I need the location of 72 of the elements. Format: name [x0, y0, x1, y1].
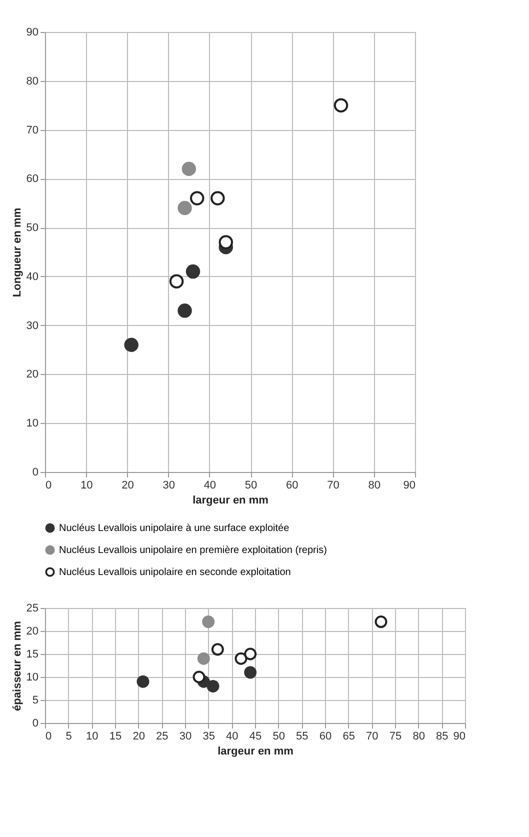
point	[197, 652, 210, 665]
y-tick-label: 50	[26, 222, 38, 234]
x-tick-label: 90	[403, 480, 416, 492]
x-tick-label: 60	[286, 480, 298, 492]
x-tick-label: 90	[453, 730, 466, 742]
y-axis-title: Longueur en mm	[11, 208, 24, 298]
point	[169, 274, 184, 288]
point	[178, 200, 192, 216]
x-tick-label: 30	[162, 480, 175, 492]
legend-label: Nucléus Levallois unipolaire à une surface exploitée	[59, 523, 290, 534]
x-tick-label: 55	[296, 730, 308, 742]
x-tick-label: 20	[132, 730, 145, 742]
y-tick-label: 0	[32, 466, 38, 478]
x-tick-label: 35	[202, 730, 215, 742]
y-tick-label: 90	[26, 26, 38, 38]
y-tick-label: 60	[26, 173, 38, 186]
y-tick-label: 5	[32, 694, 38, 706]
y-tick-label: 40	[26, 270, 38, 283]
x-tick-label: 80	[368, 480, 381, 492]
y-tick-label: 10	[26, 418, 38, 430]
x-tick-label: 40	[226, 730, 238, 742]
x-tick-label: 70	[327, 480, 340, 492]
y-tick-label: 30	[26, 320, 38, 332]
x-axis-title: largeur en mm	[218, 746, 294, 758]
y-tick-label: 80	[26, 75, 38, 88]
legend-label: Nucléus Levallois unipolaire en seconde exploitation	[59, 567, 291, 578]
x-axis-title: largeur en mm	[192, 494, 269, 506]
point	[178, 304, 192, 318]
x-tick-label: 0	[46, 480, 52, 492]
x-tick-label: 65	[342, 730, 355, 742]
x-tick-label: 20	[122, 480, 134, 492]
x-tick-label: 50	[244, 480, 258, 492]
point	[192, 670, 206, 684]
point	[234, 652, 248, 665]
x-tick-label: 25	[156, 730, 168, 742]
x-tick-label: 80	[412, 730, 425, 742]
y-tick-label: 20	[26, 626, 38, 638]
point	[124, 338, 138, 352]
point	[186, 264, 200, 279]
point	[206, 680, 220, 692]
y-tick-label: 15	[26, 648, 38, 660]
x-tick-label: 50	[272, 730, 285, 742]
point	[202, 616, 215, 628]
y-tick-label: 0	[32, 718, 38, 730]
point	[190, 191, 204, 206]
x-tick-label: 0	[46, 730, 52, 742]
point	[182, 162, 196, 176]
point	[211, 643, 224, 656]
point	[334, 98, 348, 112]
x-tick-label: 45	[249, 730, 262, 742]
x-tick-label: 10	[86, 730, 98, 742]
y-tick-label: 70	[26, 124, 38, 136]
point	[244, 648, 257, 660]
x-tick-label: 10	[80, 480, 93, 492]
point	[136, 675, 150, 688]
x-tick-label: 70	[366, 730, 378, 742]
x-tick-label: 5	[66, 730, 72, 742]
x-tick-label: 75	[389, 730, 402, 742]
y-tick-label: 10	[26, 672, 38, 684]
legend-label: Nucléus Levallois unipolaire en première exploitation (repris)	[59, 545, 327, 556]
x-tick-label: 30	[179, 730, 192, 742]
point	[244, 666, 257, 679]
point	[218, 235, 234, 250]
y-tick-label: 25	[26, 602, 38, 614]
x-tick-label: 60	[319, 730, 332, 742]
x-tick-label: 85	[436, 730, 448, 742]
point	[210, 191, 225, 206]
y-tick-label: 20	[26, 368, 38, 381]
point	[374, 616, 388, 628]
x-tick-label: 15	[109, 730, 122, 742]
y-axis-title: épaisseur en mm	[11, 620, 24, 711]
x-tick-label: 40	[204, 480, 216, 492]
